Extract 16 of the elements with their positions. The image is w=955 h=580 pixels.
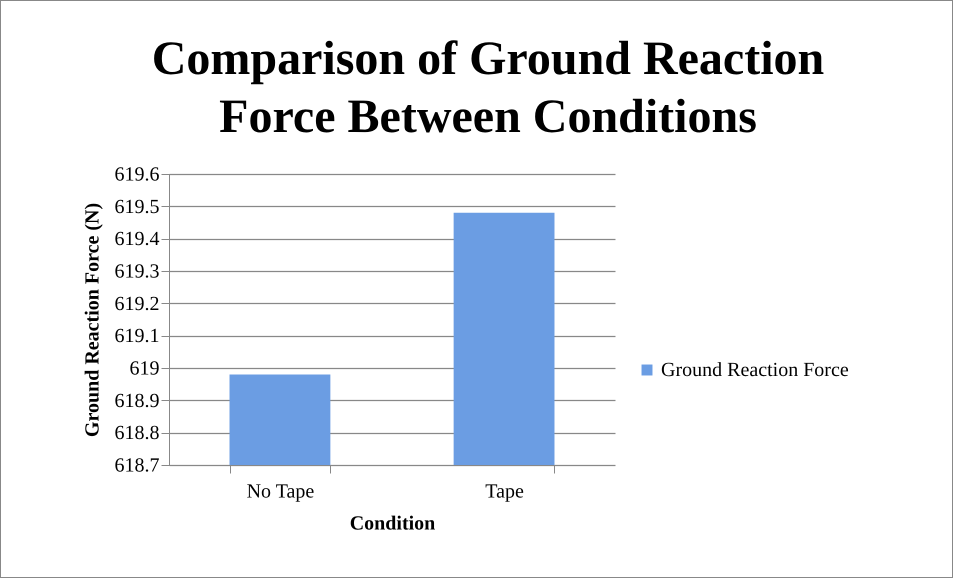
chart-title: Comparison of Ground Reaction Force Between Conditions — [152, 32, 824, 143]
x-tick-label: No Tape — [246, 480, 314, 502]
y-tick-label: 619.4 — [114, 228, 160, 250]
legend-label: Ground Reaction Force — [661, 359, 849, 381]
y-tick-label: 619.3 — [114, 260, 160, 282]
x-axis-title: Condition — [350, 512, 436, 534]
y-tick-label: 619.2 — [114, 292, 160, 315]
y-tick-label: 618.9 — [114, 390, 160, 412]
y-tick-label: 618.7 — [114, 454, 160, 476]
y-tick-label: 619.6 — [114, 164, 160, 186]
x-tick-label: Tape — [485, 480, 524, 502]
y-tick-label: 619 — [130, 358, 160, 380]
y-axis-title: Ground Reaction Force (N) — [82, 202, 104, 438]
y-tick-label: 619.5 — [114, 196, 160, 218]
y-tick-label: 619.1 — [114, 325, 160, 348]
y-tick-label: 618.8 — [114, 422, 160, 444]
